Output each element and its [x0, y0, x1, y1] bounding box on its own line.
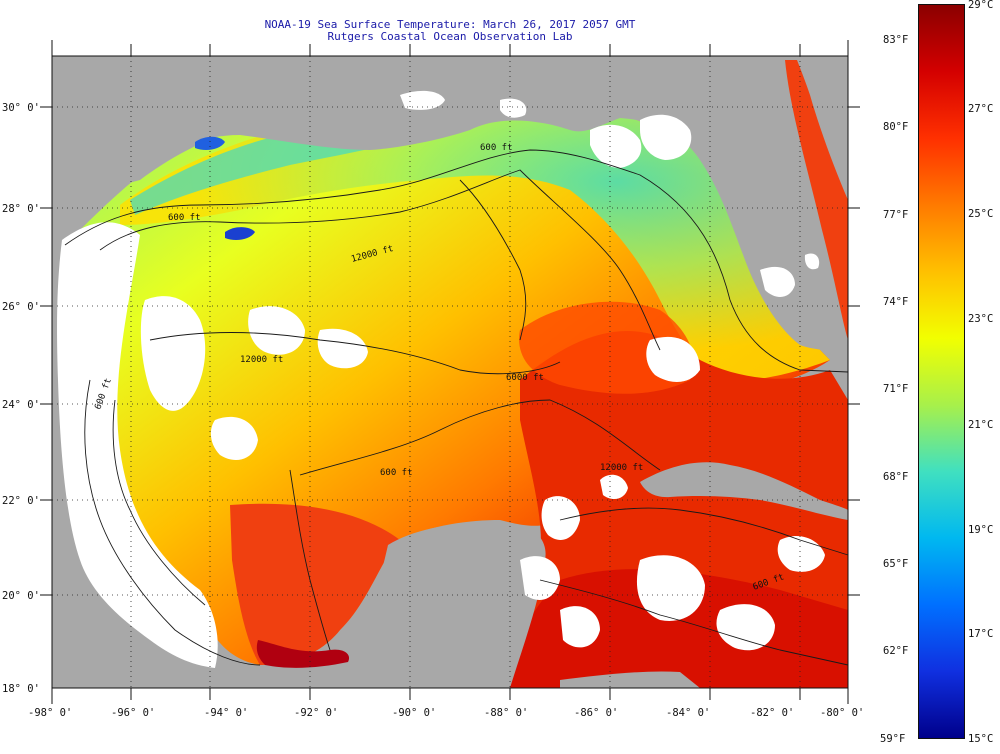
lon-label: -92° 0'	[294, 707, 338, 719]
bathymetry-contours	[64, 149, 849, 666]
graticule	[52, 56, 848, 688]
celsius-label: 17°C	[968, 628, 994, 640]
temperature-colorbar	[918, 4, 965, 739]
lat-label: 22° 0'	[2, 495, 40, 507]
lat-label: 30° 0'	[2, 102, 40, 114]
celsius-label: 21°C	[968, 419, 994, 431]
land-atlantic-strip	[785, 60, 848, 340]
map-frame	[51, 55, 849, 689]
fahrenheit-label: 62°F	[883, 645, 909, 657]
lon-label: -98° 0'	[28, 707, 72, 719]
lon-label: -94° 0'	[204, 707, 248, 719]
sst-field-campeche-hot	[256, 640, 350, 668]
sst-field-cold-spot	[225, 227, 255, 240]
lat-label: 24° 0'	[2, 399, 40, 411]
cloud-cover	[57, 90, 825, 668]
contour-label: 6000 ft	[506, 373, 544, 383]
contour-label: 600 ft	[168, 213, 201, 223]
sst-field-south-warm	[230, 503, 400, 665]
fahrenheit-label: 83°F	[883, 34, 909, 46]
sst-field-caribbean-hot	[505, 569, 848, 688]
lon-label: -90° 0'	[392, 707, 436, 719]
land-cuba	[640, 462, 848, 520]
celsius-label: 19°C	[968, 524, 994, 536]
lon-label: -82° 0'	[750, 707, 794, 719]
lat-label: 18° 0'	[2, 683, 40, 695]
contour-label: 12000 ft	[240, 355, 283, 365]
lon-label: -96° 0'	[111, 707, 155, 719]
celsius-label: 23°C	[968, 313, 994, 325]
sst-field-north-shelf	[120, 95, 830, 382]
contour-label: 600 ft	[480, 143, 513, 153]
sst-field-loop-current	[519, 301, 694, 394]
fahrenheit-label: 59°F	[880, 733, 906, 745]
land-yucatan	[343, 523, 546, 688]
lon-label: -86° 0'	[574, 707, 618, 719]
celsius-label: 27°C	[968, 103, 994, 115]
land-honduras	[560, 671, 700, 688]
fahrenheit-label: 71°F	[883, 383, 909, 395]
map-title: NOAA-19 Sea Surface Temperature: March 2…	[264, 18, 636, 31]
fahrenheit-label: 68°F	[883, 471, 909, 483]
land-us-gulf-coast	[52, 56, 848, 350]
lat-label: 28° 0'	[2, 203, 40, 215]
axis-ticks	[40, 40, 860, 704]
fahrenheit-label: 65°F	[883, 558, 909, 570]
contour-label: 12000 ft	[600, 463, 643, 473]
sst-field-cold-spot-2	[195, 136, 225, 150]
fahrenheit-label: 74°F	[883, 296, 909, 308]
celsius-label: 25°C	[968, 208, 994, 220]
fahrenheit-label: 80°F	[883, 121, 909, 133]
map-subtitle: Rutgers Coastal Ocean Observation Lab	[327, 30, 573, 43]
lat-label: 26° 0'	[2, 301, 40, 313]
celsius-label: 15°C	[968, 733, 994, 745]
fahrenheit-label: 77°F	[883, 209, 909, 221]
celsius-label: 29°C	[968, 0, 994, 11]
lon-label: -84° 0'	[666, 707, 710, 719]
lat-label: 20° 0'	[2, 590, 40, 602]
lon-label: -88° 0'	[484, 707, 528, 719]
lon-label: -80° 0'	[820, 707, 864, 719]
contour-label: 600 ft	[380, 468, 413, 478]
